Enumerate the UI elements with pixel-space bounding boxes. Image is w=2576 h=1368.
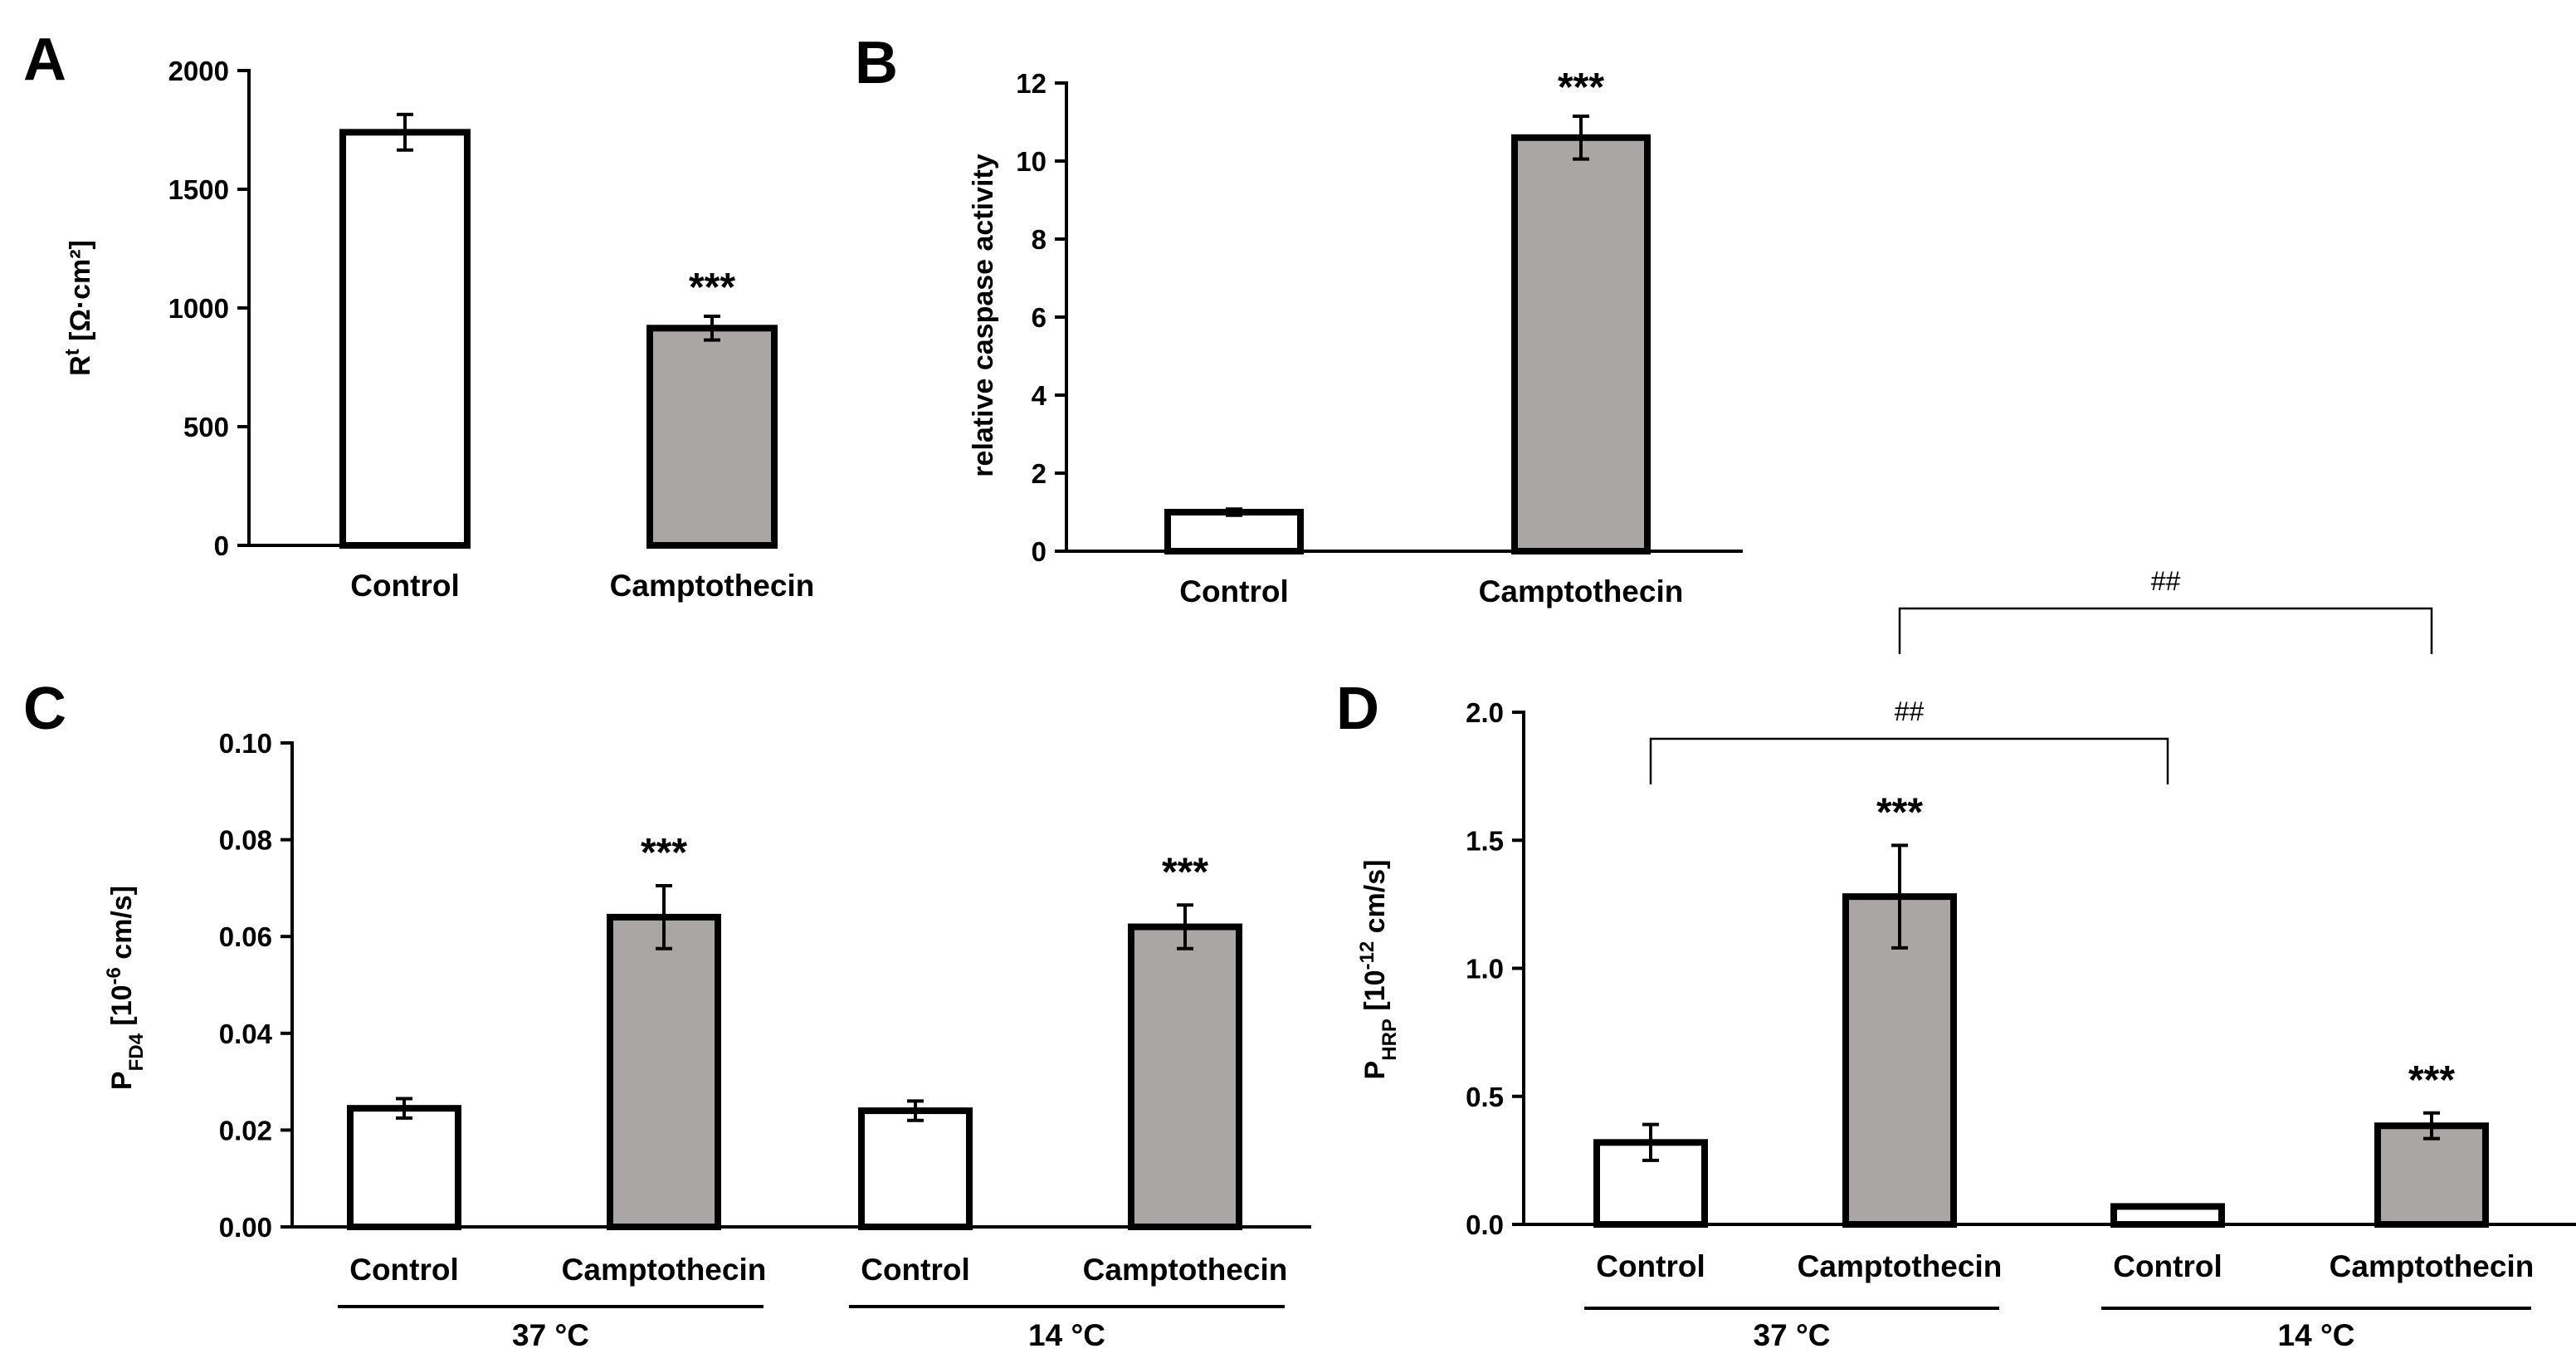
bar	[1164, 509, 1304, 555]
category-label: Camptothecin	[1798, 1249, 2003, 1283]
category-label: Camptothecin	[562, 1253, 767, 1287]
bracket-label: ##	[1895, 696, 1925, 726]
category-label: Control	[349, 1253, 459, 1287]
significance-marker: ***	[641, 831, 687, 875]
y-tick-label: 4	[1032, 380, 1047, 411]
significance-marker: ***	[1876, 790, 1923, 834]
category-label: Control	[1596, 1249, 1705, 1283]
y-tick-label: 1000	[168, 293, 229, 324]
panel-b: B 0 2 4 6 8 10 12 Control *** Camptothecin relative…	[855, 30, 1743, 608]
bar	[858, 1107, 973, 1230]
y-tick-label: 1500	[168, 174, 229, 205]
y-tick-label: 8	[1032, 224, 1046, 255]
y-tick-label: 0.00	[219, 1212, 272, 1243]
category-label: Camptothecin	[1083, 1253, 1288, 1287]
y-tick-label: 0.04	[219, 1019, 273, 1049]
y-tick-label: 0.06	[219, 921, 272, 952]
panel-letter: A	[23, 27, 66, 93]
significance-marker: ***	[2408, 1058, 2455, 1102]
category-label: Control	[2113, 1249, 2222, 1283]
y-axis-label: PFD4 [10-6 cm/s]	[103, 886, 148, 1090]
bracket-label: ##	[2151, 566, 2181, 596]
y-tick-label: 12	[1016, 68, 1046, 99]
y-tick-label: 0.08	[219, 825, 272, 856]
comparison-bracket	[1649, 737, 2169, 784]
bar	[2374, 1122, 2489, 1229]
group-label: 14 °C	[1028, 1318, 1105, 1352]
comparison-bracket	[1898, 607, 2433, 654]
y-tick-label: 0.02	[219, 1115, 272, 1146]
panel-a: A 0 500 1000 1500 2000 Control *** Camptothecin R…	[23, 27, 814, 603]
y-tick-label: 2	[1032, 458, 1046, 489]
y-tick-label: 2.0	[1466, 697, 1504, 728]
panel-c: C 0.00 0.02 0.04 0.06 0.08 0.10 Control *** Campt…	[23, 676, 1311, 1352]
panel-d: D 0.0 0.5 1.0 1.5 2.0 Control *** Camptothecin Co…	[1336, 566, 2576, 1352]
y-tick-label: 0.0	[1466, 1209, 1504, 1240]
category-label: Control	[1179, 574, 1289, 608]
y-tick-label: 2000	[168, 56, 229, 86]
y-tick-label: 0.5	[1466, 1082, 1504, 1112]
y-axis-label: PHRP [10-12 cm/s]	[1356, 860, 1401, 1080]
y-tick-label: 1.0	[1466, 954, 1504, 984]
significance-marker: ***	[689, 266, 735, 310]
y-tick-label: 6	[1032, 302, 1046, 333]
bar	[1128, 923, 1242, 1231]
bar	[339, 129, 471, 550]
bar	[1511, 134, 1651, 555]
y-tick-label: 1.5	[1466, 825, 1504, 856]
group-label: 37 °C	[512, 1318, 589, 1352]
y-axis-label: Rt [Ω·cm²]	[61, 240, 97, 376]
y-tick-label: 0	[214, 530, 229, 561]
category-label: Control	[350, 569, 460, 603]
group-label: 14 °C	[2278, 1318, 2355, 1352]
y-tick-label: 0.10	[219, 728, 272, 759]
category-label: Camptothecin	[1479, 574, 1684, 608]
panel-letter: C	[23, 676, 66, 742]
category-label: Camptothecin	[610, 569, 815, 603]
panel-letter: B	[855, 30, 898, 96]
category-label: Camptothecin	[2330, 1249, 2535, 1283]
category-label: Control	[861, 1253, 970, 1287]
bar	[646, 325, 778, 549]
significance-marker: ***	[1162, 850, 1208, 894]
y-tick-label: 0	[1032, 536, 1046, 567]
y-tick-label: 500	[183, 412, 229, 442]
y-tick-label: 10	[1016, 146, 1046, 177]
bar	[347, 1105, 461, 1231]
group-label: 37 °C	[1754, 1318, 1831, 1352]
panel-letter: D	[1336, 676, 1379, 742]
bar	[607, 913, 721, 1230]
significance-marker: ***	[1558, 66, 1604, 110]
y-axis-label: relative caspase activity	[968, 154, 999, 476]
